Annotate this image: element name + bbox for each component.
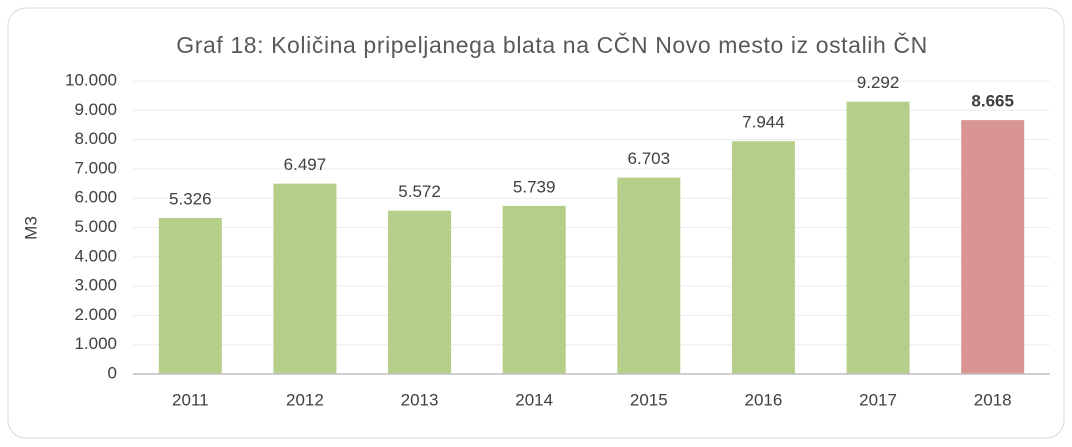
chart-title: Graf 18: Količina pripeljanega blata na … [176,32,928,58]
bar [502,205,566,374]
x-tick-label: 2012 [286,390,324,409]
y-tick-label: 3.000 [74,276,117,295]
bar [846,101,910,375]
value-label: 8.665 [971,92,1014,111]
y-tick-label: 6.000 [74,188,117,207]
x-tick-label: 2013 [401,390,439,409]
y-tick-label: 7.000 [74,158,117,177]
x-tick-label: 2016 [745,390,783,409]
value-label: 5.739 [513,177,556,196]
bar [158,217,222,374]
value-label: 6.497 [284,155,327,174]
value-label: 6.703 [628,149,671,168]
x-tick-label: 2014 [515,390,553,409]
x-tick-label: 2015 [630,390,668,409]
y-axis-label: M3 [21,216,40,240]
value-label: 5.572 [398,182,441,201]
bar [388,210,452,374]
x-tick-label: 2011 [172,390,209,409]
y-tick-label: 8.000 [74,129,117,148]
bar [617,177,681,374]
x-tick-label: 2018 [974,390,1012,409]
bar [961,120,1025,374]
y-tick-label: 5.000 [74,217,117,236]
value-label: 9.292 [857,73,900,92]
y-tick-label: 4.000 [74,246,117,265]
y-tick-label: 9.000 [74,100,117,119]
y-tick-label: 0 [108,363,117,382]
y-tick-label: 2.000 [74,305,117,324]
bar [273,183,337,374]
x-tick-label: 2017 [859,390,897,409]
y-tick-label: 10.000 [65,70,117,89]
value-label: 7.944 [742,113,785,132]
bar [731,141,795,374]
y-tick-label: 1.000 [74,334,117,353]
value-label: 5.326 [169,189,212,208]
